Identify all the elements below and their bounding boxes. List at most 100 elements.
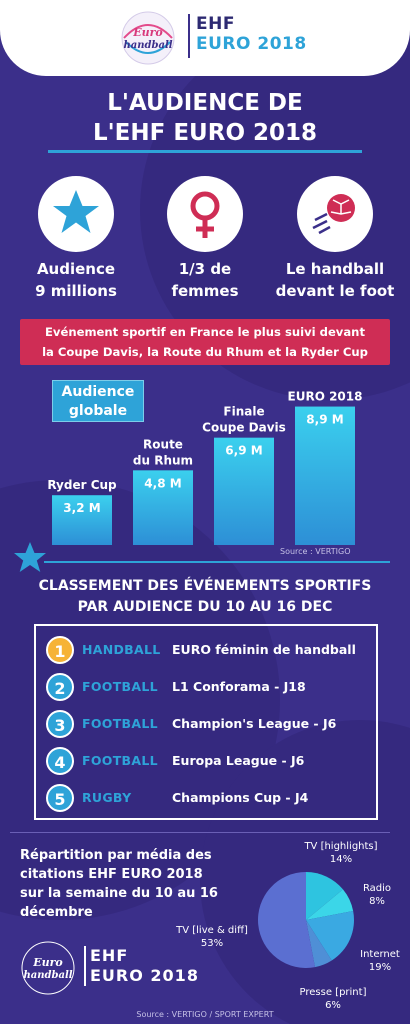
women-stat-circle [167, 176, 243, 252]
rank-sport: HANDBALL [82, 642, 161, 657]
audience-stat-circle [38, 176, 114, 252]
pie-label-name: TV [highlights] [304, 841, 378, 852]
pie-label-name: Radio [362, 883, 392, 894]
logo-separator [188, 14, 190, 58]
rank-number: 3 [46, 710, 74, 738]
handball-ball-icon [312, 194, 355, 235]
rank-event: Champion's League - J6 [172, 716, 337, 731]
handball-stat-label: Le handball devant le foot [275, 258, 395, 302]
handball-stat-circle [297, 176, 373, 252]
audience-chart-label: Audience globale [52, 380, 144, 422]
pie-slice-0 [306, 872, 343, 920]
bar-value-label: 6,9 M [225, 444, 262, 458]
bar-category-label: du Rhum [133, 453, 193, 467]
pie-label-presse: Presse [print] 6% [290, 986, 376, 1012]
pie-label-name: Presse [print] [299, 987, 367, 998]
ranking-title-line-1: CLASSEMENT DES ÉVÉNEMENTS SPORTIFS [38, 578, 372, 594]
ranking-title-line-2: PAR AUDIENCE DU 10 AU 16 DEC [77, 599, 333, 615]
audience-stat-line-1: Audience [36, 260, 116, 278]
page-title: L'AUDIENCE DE L'EHF EURO 2018 [0, 88, 410, 148]
ranking-row: 1 HANDBALL EURO féminin de handball [44, 636, 374, 666]
women-stat-line-1: 1/3 de [178, 260, 232, 278]
media-line-2: citations EHF EURO 2018 [20, 867, 203, 882]
pie-label-value: 53% [200, 938, 224, 949]
media-line-4: décembre [20, 905, 93, 920]
female-symbol-icon [190, 191, 220, 238]
rank-number: 5 [46, 784, 74, 812]
media-line-3: sur la semaine du 10 au 16 [20, 886, 218, 901]
footer-logo-separator [84, 946, 86, 986]
bar-1 [133, 470, 193, 545]
pie-label-name: TV [live & diff] [176, 925, 248, 936]
rank-sport: FOOTBALL [82, 679, 158, 694]
audience-stat-line-2: 9 millions [35, 282, 117, 300]
euro-handball-logo: Euro handball [121, 11, 175, 65]
banner-line-1: Evénement sportif en France le plus suiv… [45, 325, 365, 339]
women-stat-line-2: femmes [171, 282, 239, 300]
pie-label-radio: Radio 8% [352, 882, 402, 908]
title-line-1: L'AUDIENCE DE [107, 90, 303, 116]
bar-category-label: Ryder Cup [47, 478, 117, 492]
bar-2 [214, 437, 274, 545]
banner-line-2: la Coupe Davis, la Route du Rhum et la R… [42, 345, 368, 359]
rank-number: 4 [46, 747, 74, 775]
bar-category-label: Finale [223, 405, 264, 419]
bar-0 [52, 495, 112, 545]
footer-source: Source : VERTIGO / SPORT EXPERT [136, 1010, 274, 1019]
bar-category-label: Coupe Davis [202, 421, 286, 435]
pie-label-internet: Internet 19% [352, 948, 408, 974]
rank-event: L1 Conforama - J18 [172, 679, 306, 694]
highlight-banner: Evénement sportif en France le plus suiv… [20, 319, 390, 365]
title-divider [48, 150, 362, 153]
pie-slice-2 [306, 911, 354, 961]
audience-chart-label-line-2: globale [68, 403, 128, 419]
pie-label-name: Internet [360, 949, 400, 960]
rank-sport: FOOTBALL [82, 716, 158, 731]
brand-name: EHF [196, 14, 235, 34]
audience-chart-label-line-1: Audience [61, 384, 135, 400]
ranking-row: 2 FOOTBALL L1 Conforama - J18 [44, 673, 374, 703]
handball-stat-line-2: devant le foot [275, 282, 395, 300]
chart-divider [44, 561, 390, 563]
bar-3 [295, 406, 355, 545]
svg-text:Euro: Euro [132, 26, 163, 39]
pie-slice-1 [306, 889, 354, 920]
rank-event: EURO féminin de handball [172, 642, 356, 657]
pie-slice-3 [306, 920, 332, 968]
handball-stat-line-1: Le handball [285, 260, 385, 278]
rank-event: Champions Cup - J4 [172, 790, 309, 805]
rank-sport: RUGBY [82, 790, 132, 805]
pie-label-value: 19% [368, 962, 392, 973]
bar-category-label: EURO 2018 [288, 390, 363, 404]
footer-brand-name: EHF [90, 946, 129, 965]
footer-euro-handball-logo: Euro handball [21, 941, 75, 995]
brand-event: EURO 2018 [196, 34, 307, 54]
ranking-list: 1 HANDBALL EURO féminin de handball 2 FO… [34, 624, 378, 820]
rank-event: Europa League - J6 [172, 753, 305, 768]
bar-value-label: 8,9 M [306, 413, 343, 427]
rank-number: 1 [46, 636, 74, 664]
bar-value-label: 3,2 M [63, 501, 100, 515]
ranking-row: 3 FOOTBALL Champion's League - J6 [44, 710, 374, 740]
pie-label-tv-live: TV [live & diff] 53% [168, 924, 256, 950]
ranking-title: CLASSEMENT DES ÉVÉNEMENTS SPORTIFS PAR A… [0, 576, 410, 618]
svg-text:handball: handball [23, 970, 72, 981]
pie-slice-4 [258, 872, 315, 968]
star-icon [53, 190, 99, 233]
bar-value-label: 4,8 M [144, 476, 181, 490]
rank-number: 2 [46, 673, 74, 701]
svg-text:Euro: Euro [32, 956, 63, 969]
pie-label-value: 14% [329, 854, 353, 865]
ranking-divider [10, 832, 390, 833]
women-stat-label: 1/3 de femmes [145, 258, 265, 302]
ranking-row: 5 RUGBY Champions Cup - J4 [44, 784, 374, 814]
media-description: Répartition par média des citations EHF … [20, 846, 220, 922]
decorative-star-icon [14, 542, 46, 572]
title-line-2: L'EHF EURO 2018 [92, 120, 318, 146]
media-pie-chart [258, 872, 354, 968]
svg-text:handball: handball [123, 40, 172, 51]
media-line-1: Répartition par média des [20, 848, 212, 863]
pie-label-tv-highlights: TV [highlights] 14% [296, 840, 386, 866]
rank-sport: FOOTBALL [82, 753, 158, 768]
